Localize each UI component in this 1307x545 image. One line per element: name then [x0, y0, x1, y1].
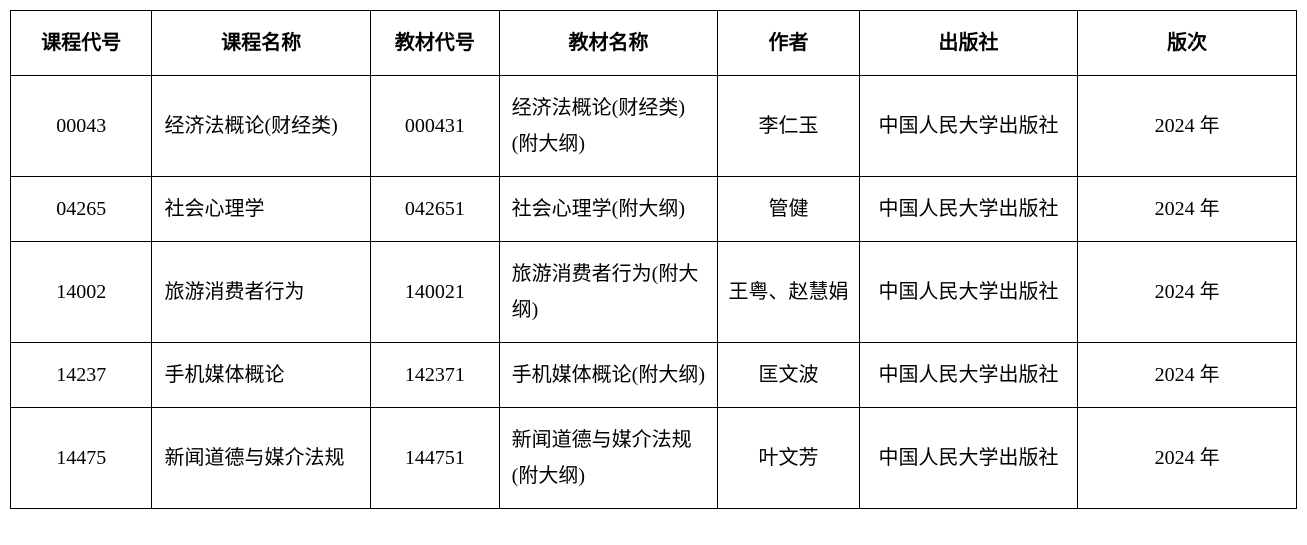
table-header-row: 课程代号课程名称教材代号教材名称作者出版社版次 [11, 11, 1297, 76]
table-header: 课程代号课程名称教材代号教材名称作者出版社版次 [11, 11, 1297, 76]
textbook-table: 课程代号课程名称教材代号教材名称作者出版社版次 00043经济法概论(财经类)0… [10, 10, 1297, 509]
cell-textbook_name: 新闻道德与媒介法规(附大纲) [499, 408, 718, 509]
cell-publisher: 中国人民大学出版社 [859, 408, 1078, 509]
cell-author: 王粤、赵慧娟 [718, 242, 859, 343]
cell-author: 叶文芳 [718, 408, 859, 509]
table-body: 00043经济法概论(财经类)000431经济法概论(财经类)(附大纲)李仁玉中… [11, 76, 1297, 509]
cell-course_code: 14002 [11, 242, 152, 343]
column-header-textbook_code: 教材代号 [371, 11, 500, 76]
cell-course_name: 新闻道德与媒介法规 [152, 408, 371, 509]
cell-textbook_code: 140021 [371, 242, 500, 343]
table-row: 14002旅游消费者行为140021旅游消费者行为(附大纲)王粤、赵慧娟中国人民… [11, 242, 1297, 343]
cell-edition: 2024 年 [1078, 76, 1297, 177]
cell-author: 匡文波 [718, 343, 859, 408]
cell-edition: 2024 年 [1078, 177, 1297, 242]
column-header-course_code: 课程代号 [11, 11, 152, 76]
cell-author: 管健 [718, 177, 859, 242]
cell-author: 李仁玉 [718, 76, 859, 177]
column-header-publisher: 出版社 [859, 11, 1078, 76]
cell-publisher: 中国人民大学出版社 [859, 76, 1078, 177]
table-row: 00043经济法概论(财经类)000431经济法概论(财经类)(附大纲)李仁玉中… [11, 76, 1297, 177]
column-header-course_name: 课程名称 [152, 11, 371, 76]
cell-edition: 2024 年 [1078, 242, 1297, 343]
cell-edition: 2024 年 [1078, 408, 1297, 509]
cell-publisher: 中国人民大学出版社 [859, 343, 1078, 408]
cell-textbook_code: 000431 [371, 76, 500, 177]
cell-publisher: 中国人民大学出版社 [859, 177, 1078, 242]
cell-edition: 2024 年 [1078, 343, 1297, 408]
table-row: 04265社会心理学042651社会心理学(附大纲)管健中国人民大学出版社202… [11, 177, 1297, 242]
cell-course_code: 14237 [11, 343, 152, 408]
cell-textbook_name: 社会心理学(附大纲) [499, 177, 718, 242]
cell-course_name: 社会心理学 [152, 177, 371, 242]
column-header-author: 作者 [718, 11, 859, 76]
table-row: 14475新闻道德与媒介法规144751新闻道德与媒介法规(附大纲)叶文芳中国人… [11, 408, 1297, 509]
column-header-textbook_name: 教材名称 [499, 11, 718, 76]
cell-course_name: 手机媒体概论 [152, 343, 371, 408]
cell-textbook_code: 142371 [371, 343, 500, 408]
cell-textbook_name: 经济法概论(财经类)(附大纲) [499, 76, 718, 177]
cell-course_code: 00043 [11, 76, 152, 177]
cell-course_code: 14475 [11, 408, 152, 509]
cell-textbook_name: 旅游消费者行为(附大纲) [499, 242, 718, 343]
cell-textbook_code: 144751 [371, 408, 500, 509]
table-row: 14237手机媒体概论142371手机媒体概论(附大纲)匡文波中国人民大学出版社… [11, 343, 1297, 408]
cell-textbook_name: 手机媒体概论(附大纲) [499, 343, 718, 408]
cell-publisher: 中国人民大学出版社 [859, 242, 1078, 343]
cell-course_name: 旅游消费者行为 [152, 242, 371, 343]
column-header-edition: 版次 [1078, 11, 1297, 76]
cell-course_code: 04265 [11, 177, 152, 242]
cell-course_name: 经济法概论(财经类) [152, 76, 371, 177]
cell-textbook_code: 042651 [371, 177, 500, 242]
